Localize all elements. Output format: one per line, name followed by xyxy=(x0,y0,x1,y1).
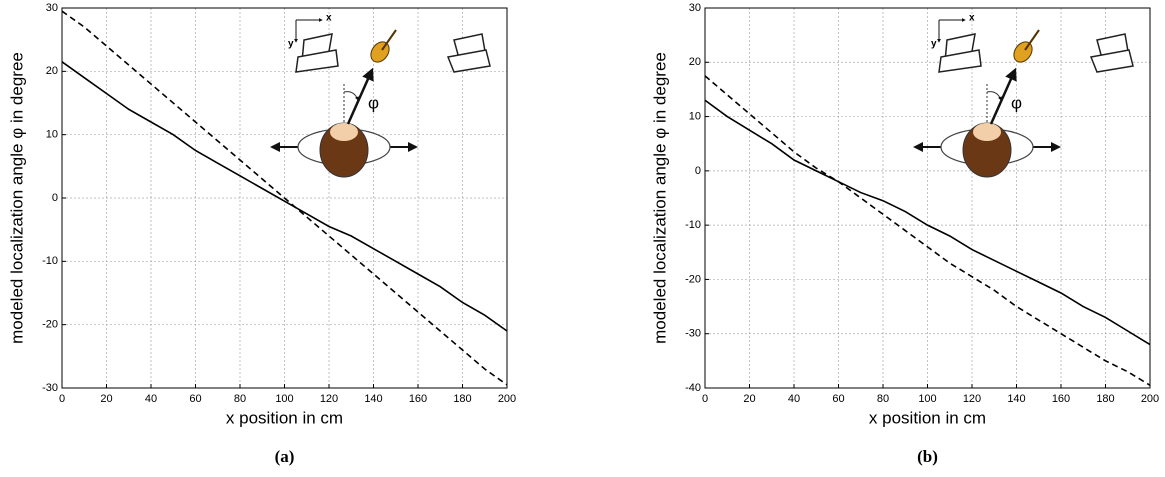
y-tick-label: -10 xyxy=(42,255,58,267)
x-tick-label: 60 xyxy=(832,393,844,405)
x-tick-label: 60 xyxy=(189,393,201,405)
plot-frame xyxy=(61,7,508,389)
x-tick-label: 160 xyxy=(409,393,427,405)
x-tick-label: 20 xyxy=(100,393,112,405)
y-axis-label: modeled localization angle φ in degree xyxy=(650,52,669,344)
caption: (a) xyxy=(275,447,295,466)
inset-axis-label: y xyxy=(288,39,294,50)
x-tick-label: 100 xyxy=(275,393,293,405)
x-tick-label: 180 xyxy=(453,393,471,405)
x-tick-label: 0 xyxy=(702,393,708,405)
y-tick-label: -30 xyxy=(685,328,701,340)
y-tick-label: 20 xyxy=(689,56,701,68)
x-tick-label: 200 xyxy=(1141,393,1159,405)
x-axis-label: x position in cm xyxy=(869,408,986,427)
inset-axis-label: x xyxy=(326,13,332,24)
x-axis-label: x position in cm xyxy=(226,408,343,427)
angle-label: φ xyxy=(368,93,379,112)
inset-axis-label: x xyxy=(969,13,975,24)
y-tick-label: -20 xyxy=(42,319,58,331)
x-tick-label: 20 xyxy=(743,393,755,405)
x-tick-label: 40 xyxy=(145,393,157,405)
x-tick-label: 140 xyxy=(364,393,382,405)
y-tick-label: 10 xyxy=(689,110,701,122)
angle-label: φ xyxy=(1011,93,1022,112)
x-tick-label: 140 xyxy=(1007,393,1025,405)
y-tick-label: 30 xyxy=(689,2,701,14)
x-tick-label: 40 xyxy=(788,393,800,405)
x-tick-label: 120 xyxy=(963,393,981,405)
x-tick-label: 80 xyxy=(234,393,246,405)
x-tick-label: 180 xyxy=(1096,393,1114,405)
plot-frame xyxy=(704,7,1151,389)
x-tick-label: 100 xyxy=(918,393,936,405)
y-tick-label: 10 xyxy=(46,129,58,141)
x-tick-label: 200 xyxy=(498,393,516,405)
y-tick-label: -40 xyxy=(685,382,701,394)
data-line xyxy=(704,75,1151,386)
y-tick-label: -10 xyxy=(685,219,701,231)
x-tick-label: 160 xyxy=(1052,393,1070,405)
y-tick-label: -20 xyxy=(685,273,701,285)
data-line xyxy=(61,61,508,332)
y-tick-label: 0 xyxy=(52,192,58,204)
y-tick-label: 0 xyxy=(695,165,701,177)
caption: (b) xyxy=(917,447,938,466)
y-tick-label: 30 xyxy=(46,2,58,14)
data-line xyxy=(61,10,508,386)
y-axis-label: modeled localization angle φ in degree xyxy=(7,52,26,344)
inset-axis-label: y xyxy=(931,39,937,50)
data-line xyxy=(704,99,1151,346)
y-tick-label: 20 xyxy=(46,65,58,77)
x-tick-label: 120 xyxy=(320,393,338,405)
x-tick-label: 80 xyxy=(877,393,889,405)
x-tick-label: 0 xyxy=(59,393,65,405)
y-tick-label: -30 xyxy=(42,382,58,394)
